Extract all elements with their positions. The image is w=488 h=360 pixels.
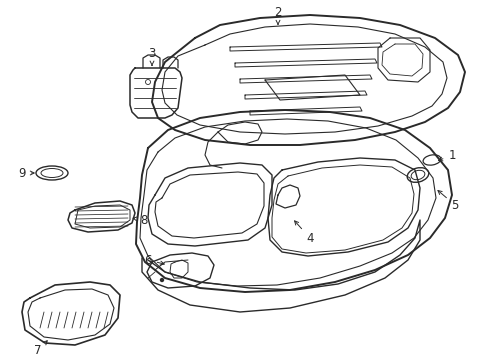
Text: 2: 2 — [274, 5, 281, 24]
Text: 8: 8 — [133, 213, 147, 226]
Text: 4: 4 — [294, 221, 313, 244]
Text: 3: 3 — [148, 46, 155, 65]
Circle shape — [160, 279, 163, 282]
Text: 9: 9 — [18, 166, 34, 180]
Text: 1: 1 — [438, 149, 455, 162]
Text: 6: 6 — [144, 253, 164, 266]
Text: 7: 7 — [34, 341, 47, 356]
Text: 5: 5 — [437, 190, 458, 212]
